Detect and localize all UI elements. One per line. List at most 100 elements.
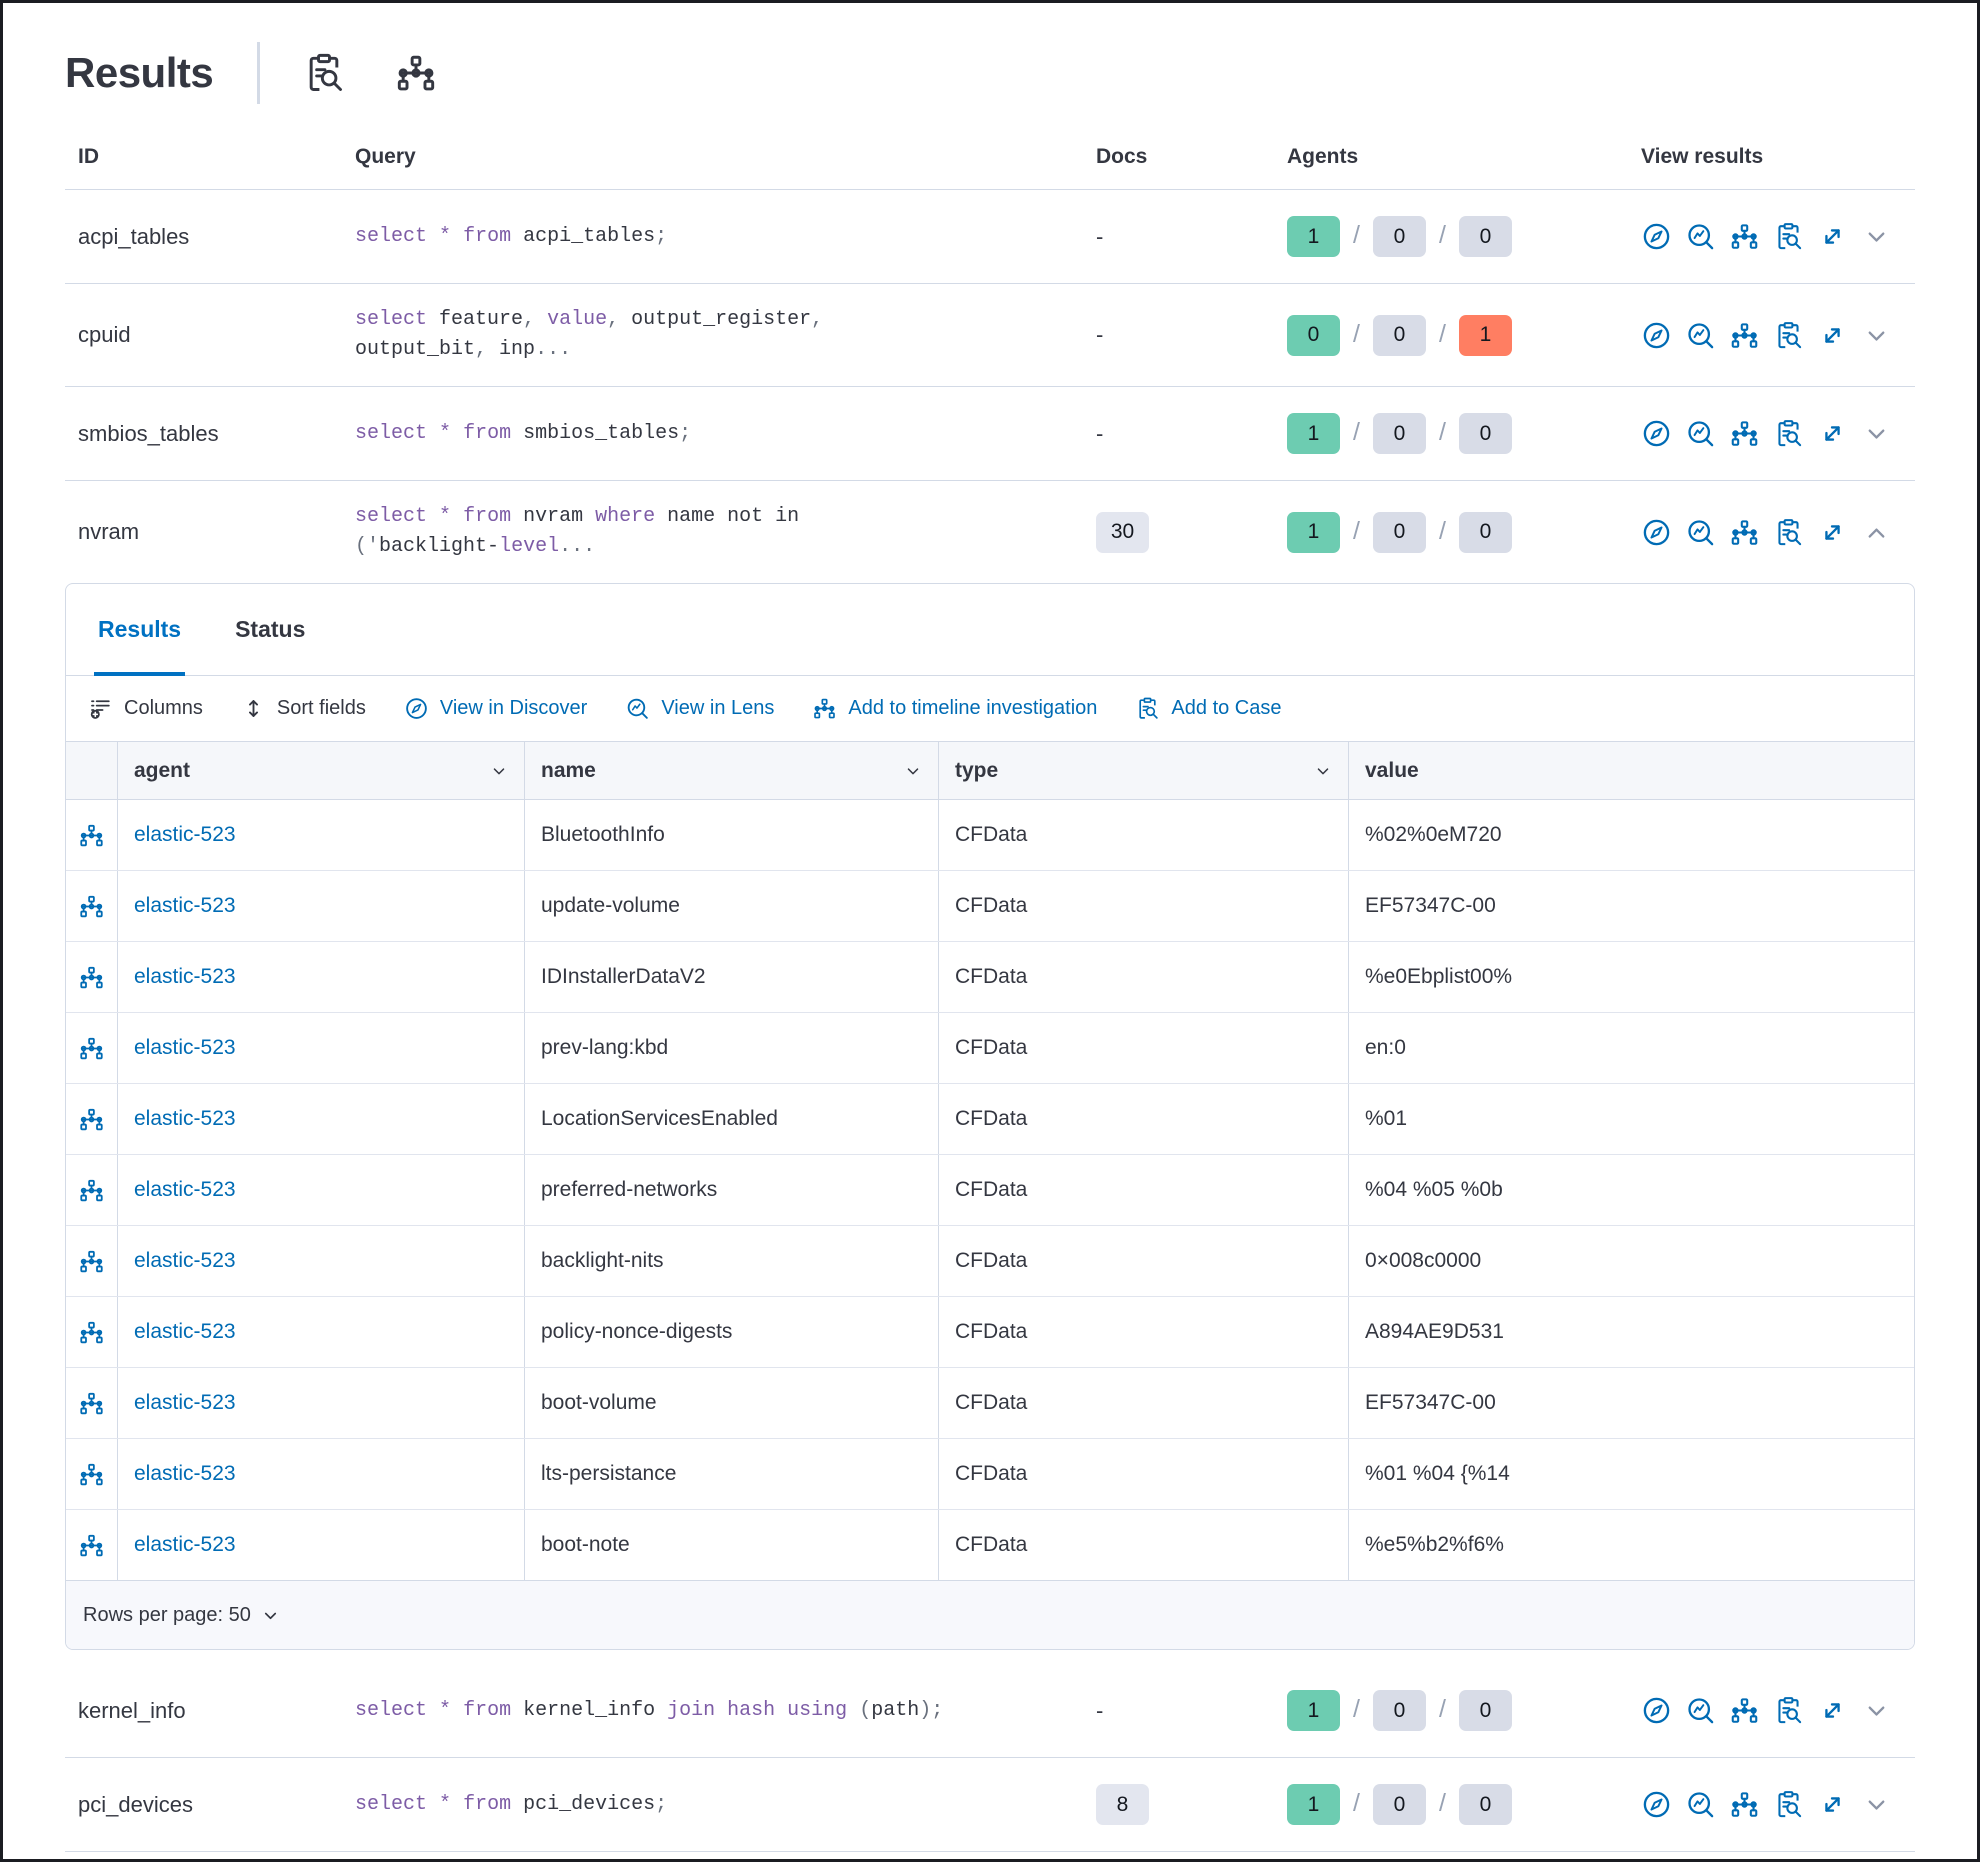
docs-count: - bbox=[1083, 322, 1275, 348]
inspect-icon[interactable] bbox=[1773, 1695, 1804, 1726]
agents-pending-badge: 0 bbox=[1372, 413, 1426, 454]
add-to-timeline-icon[interactable] bbox=[78, 1106, 105, 1133]
toggle-expand-chevron[interactable] bbox=[1863, 1697, 1890, 1724]
view-in-lens-icon[interactable] bbox=[1685, 418, 1716, 449]
expand-icon[interactable] bbox=[1817, 517, 1848, 548]
add-to-timeline-icon[interactable] bbox=[1729, 517, 1760, 548]
agent-link[interactable]: elastic-523 bbox=[134, 965, 236, 988]
columns-icon bbox=[88, 696, 113, 721]
chevron-down-icon[interactable] bbox=[1314, 762, 1332, 780]
view-in-lens-button[interactable]: View in Lens bbox=[625, 696, 774, 721]
agent-link[interactable]: elastic-523 bbox=[134, 1178, 236, 1201]
chevron-down-icon[interactable] bbox=[490, 762, 508, 780]
view-in-lens-icon[interactable] bbox=[1685, 320, 1716, 351]
timeline-icon[interactable] bbox=[394, 51, 438, 95]
name-cell: update-volume bbox=[525, 871, 939, 941]
inspect-icon[interactable] bbox=[1773, 418, 1804, 449]
column-header-docs: Docs bbox=[1096, 145, 1148, 168]
add-to-case-button[interactable]: Add to Case bbox=[1135, 696, 1282, 721]
type-cell: CFData bbox=[939, 1226, 1349, 1296]
add-to-timeline-icon[interactable] bbox=[78, 1177, 105, 1204]
tab-status[interactable]: Status bbox=[235, 616, 306, 642]
inspect-icon[interactable] bbox=[1773, 1789, 1804, 1820]
view-in-discover-button[interactable]: View in Discover bbox=[404, 696, 587, 721]
expand-icon[interactable] bbox=[1817, 221, 1848, 252]
toggle-expand-chevron[interactable] bbox=[1863, 420, 1890, 447]
view-in-discover-icon[interactable] bbox=[1641, 320, 1672, 351]
docs-empty: - bbox=[1096, 1697, 1104, 1723]
columns-button[interactable]: Columns bbox=[88, 696, 203, 721]
add-to-timeline-icon[interactable] bbox=[78, 822, 105, 849]
agent-link[interactable]: elastic-523 bbox=[134, 894, 236, 917]
toggle-expand-chevron[interactable] bbox=[1863, 1791, 1890, 1818]
value-cell: %e0Ebplist00% bbox=[1365, 965, 1513, 988]
inspect-icon[interactable] bbox=[302, 51, 346, 95]
tab-results[interactable]: Results bbox=[94, 584, 186, 676]
value-column-label: value bbox=[1365, 758, 1419, 782]
chevron-down-icon[interactable] bbox=[261, 1606, 280, 1625]
agent-cell: elastic-523 bbox=[118, 1368, 525, 1438]
row-actions bbox=[66, 942, 118, 1012]
inspect-icon[interactable] bbox=[1773, 517, 1804, 548]
add-to-timeline-icon[interactable] bbox=[78, 1390, 105, 1417]
agent-cell: elastic-523 bbox=[118, 871, 525, 941]
agent-link[interactable]: elastic-523 bbox=[134, 1107, 236, 1130]
add-to-timeline-icon[interactable] bbox=[1729, 418, 1760, 449]
expand-icon[interactable] bbox=[1817, 320, 1848, 351]
grid-header-agent[interactable]: agent bbox=[118, 742, 525, 799]
add-to-timeline-icon[interactable] bbox=[1729, 221, 1760, 252]
add-to-timeline-icon[interactable] bbox=[78, 1319, 105, 1346]
inspect-icon[interactable] bbox=[1773, 320, 1804, 351]
results-toolbar: Columns Sort fields View in Discover Vie… bbox=[66, 676, 1914, 742]
chevron-down-icon[interactable] bbox=[904, 762, 922, 780]
view-in-lens-icon[interactable] bbox=[1685, 517, 1716, 548]
badge-separator: / bbox=[1353, 418, 1360, 446]
agent-link[interactable]: elastic-523 bbox=[134, 823, 236, 846]
discover-icon bbox=[404, 696, 429, 721]
grid-pagination: Rows per page: 50 bbox=[66, 1581, 1914, 1649]
agent-link[interactable]: elastic-523 bbox=[134, 1391, 236, 1414]
query-sql: select feature, value, output_register, o… bbox=[355, 308, 824, 361]
agent-link[interactable]: elastic-523 bbox=[134, 1249, 236, 1272]
grid-header-value[interactable]: value bbox=[1349, 742, 1914, 799]
add-to-timeline-icon[interactable] bbox=[1729, 320, 1760, 351]
view-in-discover-icon[interactable] bbox=[1641, 517, 1672, 548]
view-in-discover-icon[interactable] bbox=[1641, 221, 1672, 252]
toggle-expand-chevron[interactable] bbox=[1863, 223, 1890, 250]
agent-link[interactable]: elastic-523 bbox=[134, 1036, 236, 1059]
view-in-discover-icon[interactable] bbox=[1641, 1695, 1672, 1726]
add-to-timeline-icon[interactable] bbox=[78, 893, 105, 920]
view-in-lens-icon[interactable] bbox=[1685, 1789, 1716, 1820]
columns-label: Columns bbox=[124, 697, 203, 719]
rows-per-page-label[interactable]: Rows per page: 50 bbox=[83, 1603, 251, 1626]
add-to-timeline-icon[interactable] bbox=[78, 1461, 105, 1488]
view-in-lens-icon[interactable] bbox=[1685, 1695, 1716, 1726]
view-in-discover-icon[interactable] bbox=[1641, 1789, 1672, 1820]
toggle-expand-chevron[interactable] bbox=[1863, 519, 1890, 546]
agent-link[interactable]: elastic-523 bbox=[134, 1533, 236, 1556]
header-divider bbox=[257, 42, 261, 104]
expand-icon[interactable] bbox=[1817, 418, 1848, 449]
add-to-timeline-icon[interactable] bbox=[78, 964, 105, 991]
grid-header-type[interactable]: type bbox=[939, 742, 1349, 799]
add-to-timeline-icon[interactable] bbox=[78, 1248, 105, 1275]
grid-header-name[interactable]: name bbox=[525, 742, 939, 799]
expand-icon[interactable] bbox=[1817, 1789, 1848, 1820]
add-to-timeline-icon[interactable] bbox=[1729, 1789, 1760, 1820]
sort-fields-button[interactable]: Sort fields bbox=[241, 696, 366, 721]
add-to-timeline-icon[interactable] bbox=[78, 1532, 105, 1559]
view-in-discover-icon[interactable] bbox=[1641, 418, 1672, 449]
name-column-label: name bbox=[541, 758, 596, 782]
view-results-actions bbox=[1625, 1695, 1915, 1726]
expand-icon[interactable] bbox=[1817, 1695, 1848, 1726]
add-to-timeline-icon[interactable] bbox=[78, 1035, 105, 1062]
toggle-expand-chevron[interactable] bbox=[1863, 322, 1890, 349]
view-in-lens-icon[interactable] bbox=[1685, 221, 1716, 252]
add-to-timeline-icon[interactable] bbox=[1729, 1695, 1760, 1726]
add-to-timeline-button[interactable]: Add to timeline investigation bbox=[812, 696, 1097, 721]
inspect-icon[interactable] bbox=[1773, 221, 1804, 252]
agent-link[interactable]: elastic-523 bbox=[134, 1462, 236, 1485]
agent-link[interactable]: elastic-523 bbox=[134, 1320, 236, 1343]
column-header-query: Query bbox=[355, 145, 416, 168]
badge-separator: / bbox=[1353, 1789, 1360, 1817]
